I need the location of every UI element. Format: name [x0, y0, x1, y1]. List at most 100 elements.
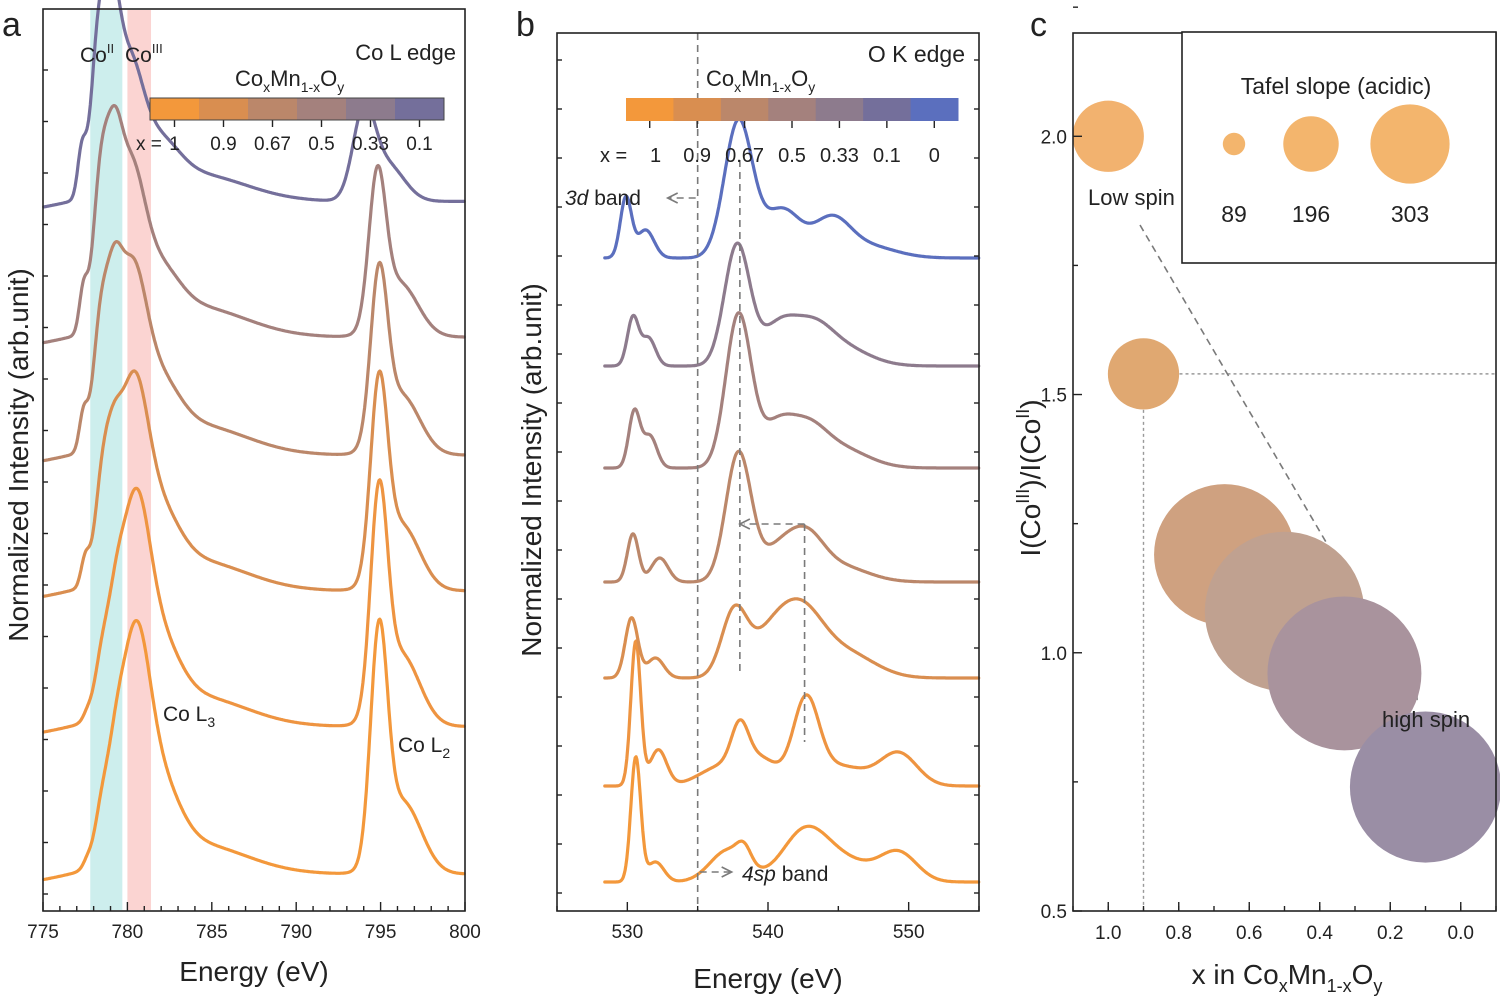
panel-a-xtick-label: 775 [27, 922, 59, 943]
tafel-point-1 [1107, 338, 1180, 410]
panel-b-colorbar-labels: 0.9 0.67 0.5 0.33 0.1 0 1 [650, 145, 940, 167]
coiii-label: CoIII [125, 41, 163, 67]
co2-region-band [90, 10, 123, 910]
tafel-point-5 [1349, 711, 1500, 863]
tafel-point-4 [1267, 596, 1422, 751]
panel-b-xlabel: Energy (eV) [693, 963, 842, 994]
panel-b-colorbar-swatch [720, 98, 769, 121]
co3-region-band [127, 10, 152, 910]
panel-a-colorbar-swatch [150, 98, 200, 120]
panel-a-colorbar-label: 0.33 [352, 134, 389, 155]
panel-c-xtick-label: 0.6 [1236, 923, 1262, 944]
tafel-legend-label: 303 [1391, 201, 1429, 227]
panel-a-colorbar-swatch [395, 98, 445, 120]
panel-label-a: a [2, 6, 21, 44]
panel-b-spectra [603, 117, 981, 884]
o-k-spectrum-1 [603, 639, 981, 788]
panel-a-colorbar-swatch [346, 98, 396, 120]
co-l-spectrum-4 [42, 103, 466, 345]
tafel-legend-label: 89 [1221, 201, 1247, 227]
panel-a-spectra [42, 0, 466, 882]
tafel-legend-title: Tafel slope (acidic) [1241, 73, 1431, 99]
panel-b-chart: 530 540 550 O K edge CoxMn1-xOy x = 0.9 0.6… [516, 32, 981, 994]
panel-a-frame [42, 8, 466, 912]
band-4sp-arrow-head [721, 866, 734, 878]
panel-b-colorbar-label: 0.9 [683, 145, 711, 167]
panel-a-xtick-label: 790 [280, 922, 312, 943]
o-k-spectrum-4 [603, 311, 981, 470]
panel-c-ytick-labels: 0.5 1.0 1.5 2.0 [1041, 127, 1067, 923]
panel-c-ticks [1072, 6, 1497, 912]
panel-c-xtick-label: 0.2 [1377, 923, 1403, 944]
tafel-legend-circle [1283, 116, 1339, 172]
panel-c-ytick-label: 1.0 [1041, 644, 1067, 665]
co-l-spectrum-3 [42, 240, 466, 463]
panel-b-ylabel: Normalized Intensity (arb.unit) [516, 283, 547, 656]
panel-c-ytick-label: 1.5 [1041, 386, 1067, 407]
coii-label: CoII [80, 41, 114, 67]
panel-a-ylabel: Normalized Intensity (arb.unit) [3, 268, 34, 641]
panel-a-colorbar-outline [149, 97, 445, 121]
panel-a-xtick-label: 785 [196, 922, 228, 943]
panel-b-colorbar-swatch [626, 98, 674, 121]
tafel-legend-entries: 89 196 303 [1221, 104, 1450, 227]
panel-a-xlabel: Energy (eV) [179, 956, 328, 987]
co-l2-label: Co L2 [398, 734, 450, 761]
panel-c-xtick-label: 1.0 [1095, 923, 1121, 944]
panel-a-colorbar-label: 0.1 [406, 134, 432, 155]
o-k-spectrum-0 [603, 755, 981, 884]
panel-c-ytick-label: 0.5 [1041, 902, 1067, 923]
panel-c-ylabel: I(CoIII)/I(CoII) [1013, 399, 1046, 556]
panel-a-chart: 775 780 785 790 795 800 CoII CoIII Co L edge … [3, 0, 481, 987]
co-l-spectrum-0 [42, 617, 466, 882]
panel-a-colorbar-label: 0.9 [210, 134, 236, 155]
panel-b-ticks [556, 59, 980, 911]
panel-b-xtick-label: 550 [893, 922, 925, 943]
low-spin-label: Low spin [1088, 185, 1175, 210]
panel-c-ytick-label: 2.0 [1041, 127, 1067, 148]
panel-b-colorbar-swatch [815, 98, 864, 121]
panel-a-colorbar-swatch [248, 98, 298, 120]
band-3d-arrow-head [665, 192, 679, 204]
co-l-spectrum-5 [42, 0, 466, 209]
panel-c-chart: 1.0 0.8 0.6 0.4 0.2 0.0 0.5 1.0 1.5 2.0 Tafel sl… [1013, 6, 1500, 996]
panel-b-colorbar-swatch [910, 98, 959, 121]
o-k-spectrum-3 [603, 449, 981, 584]
panel-b-title: O K edge [868, 41, 965, 67]
co-l-spectrum-1 [42, 478, 466, 734]
panel-c-xtick-label: 0.4 [1307, 923, 1334, 944]
panel-b-colorbar-label: 0.5 [778, 145, 806, 167]
panel-b-colorbar-swatch [863, 98, 912, 121]
tafel-legend-label: 196 [1292, 201, 1330, 227]
panel-a-xtick-label: 795 [365, 922, 397, 943]
panel-a-colorbar-label: 0.5 [308, 134, 334, 155]
panel-b-formula: CoxMn1-xOy [706, 66, 815, 95]
panel-b-colorbar-swatch [673, 98, 722, 121]
panel-c-xtick-label: 0.0 [1448, 923, 1474, 944]
high-spin-label: high spin [1382, 707, 1470, 732]
panel-c-points [1072, 100, 1500, 863]
shift-arrow-head [738, 518, 751, 530]
co-l3-label: Co L3 [163, 703, 215, 730]
panel-a-title: Co L edge [355, 40, 456, 65]
panel-b-xtick-label: 540 [752, 922, 784, 943]
panel-b-xtick-labels: 530 540 550 [611, 922, 924, 943]
band-4sp-label: 4sp band [742, 863, 828, 886]
panel-c-xtick-labels: 1.0 0.8 0.6 0.4 0.2 0.0 [1095, 923, 1474, 944]
panel-b-colorbar-prefix: x = [600, 145, 627, 167]
band-3d-label: 3d band [565, 187, 641, 210]
panel-c-xlabel: x in CoxMn1-xOy [1192, 959, 1383, 996]
panel-a-xtick-label: 800 [449, 922, 481, 943]
panel-b-colorbar-swatch [768, 98, 817, 121]
panel-a-colorbar-swatch [199, 98, 249, 120]
o-k-spectrum-6 [603, 117, 981, 260]
panel-a-formula: CoxMn1-xOy [235, 66, 344, 95]
panel-a-colorbar-prefix: x = [136, 134, 162, 155]
panel-a-colorbar-labels: 1 0.9 0.67 0.5 0.33 0.1 [169, 134, 433, 155]
panel-a-xtick-label: 780 [112, 922, 144, 943]
panel-a-xtick-labels: 775 780 785 790 795 800 [27, 922, 481, 943]
o-k-spectrum-2 [603, 597, 981, 680]
panel-a-ticks [42, 69, 466, 911]
co-l-spectrum-2 [42, 369, 466, 598]
